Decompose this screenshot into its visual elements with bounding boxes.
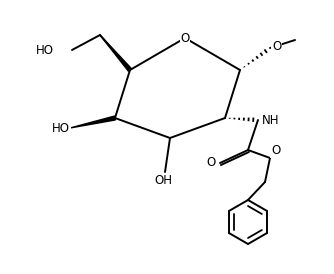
Text: OH: OH: [154, 174, 172, 187]
Text: O: O: [180, 32, 190, 44]
Polygon shape: [70, 116, 116, 128]
Text: O: O: [272, 41, 281, 53]
Text: HO: HO: [52, 121, 70, 135]
Text: O: O: [207, 156, 216, 170]
Text: O: O: [271, 144, 280, 157]
Polygon shape: [100, 35, 132, 71]
Text: NH: NH: [262, 113, 280, 127]
Text: HO: HO: [36, 44, 54, 56]
